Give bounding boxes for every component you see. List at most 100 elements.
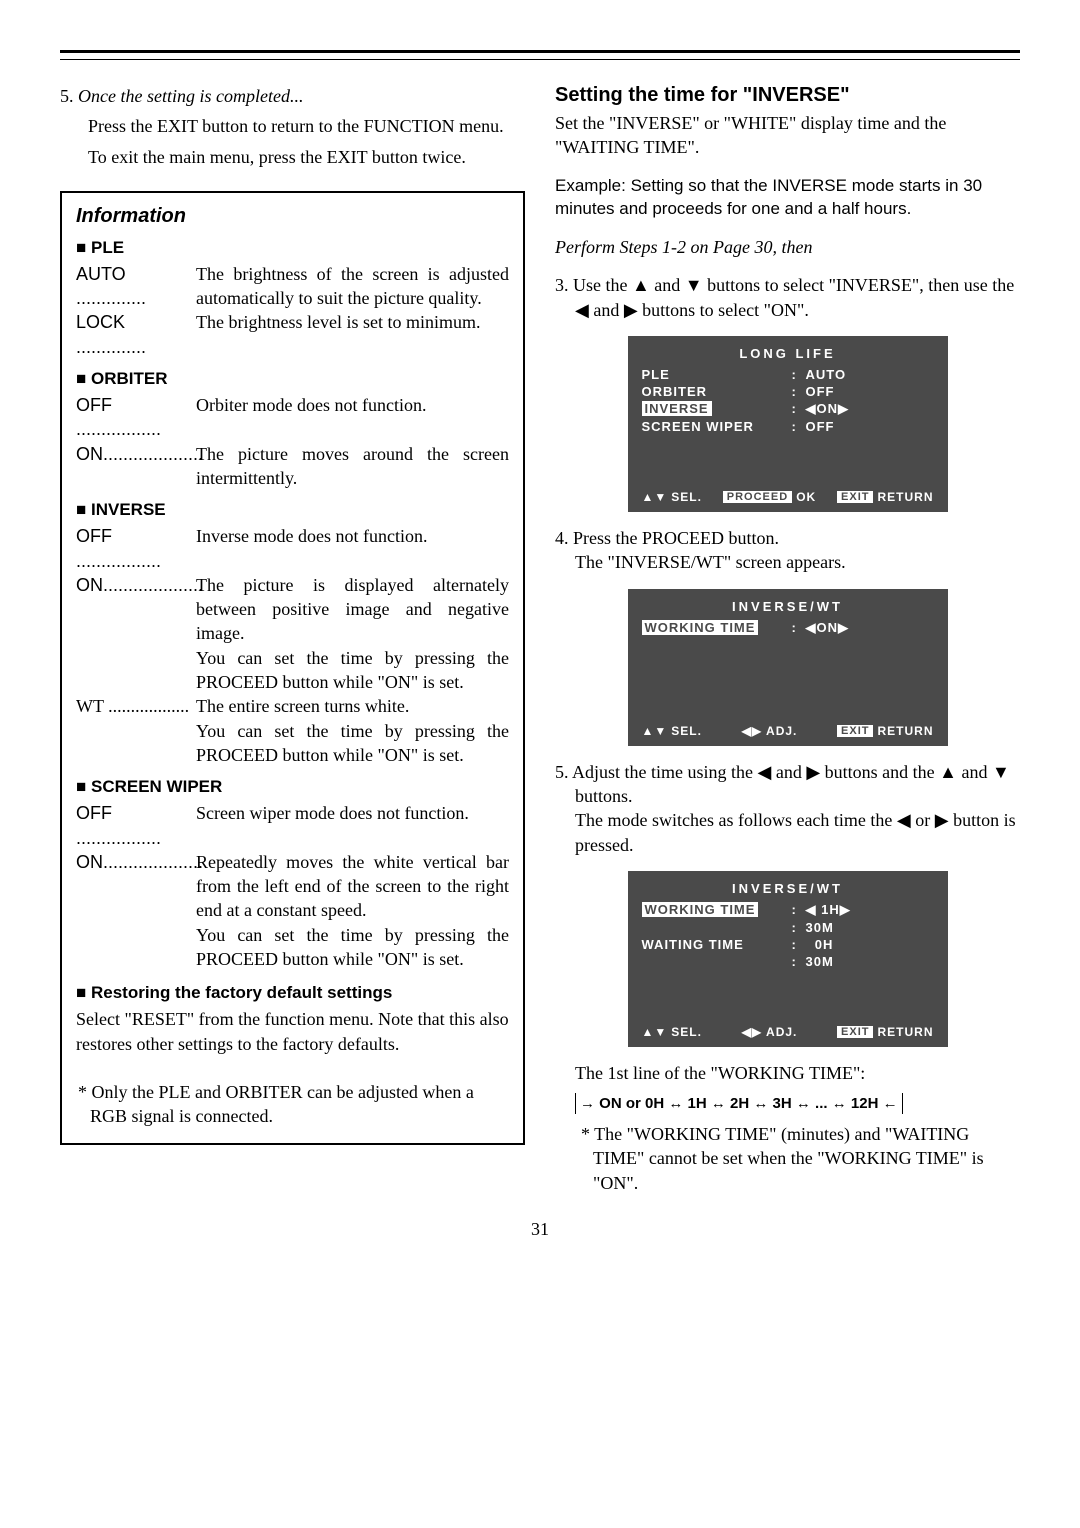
menu-label-highlight: INVERSE bbox=[642, 401, 712, 416]
inverse-off-term-text: OFF bbox=[76, 526, 112, 546]
menu-footer-return: EXITRETURN bbox=[837, 1025, 933, 1039]
dots-icon: .............. bbox=[76, 288, 146, 308]
menu-footer-sel: ▲▼SEL. bbox=[642, 724, 702, 738]
dots-icon: ................. bbox=[76, 828, 161, 848]
section-restore: ■ Restoring the factory default settings bbox=[76, 983, 509, 1003]
menu-label-highlight: WORKING TIME bbox=[642, 620, 759, 635]
menu-label: INVERSE bbox=[642, 401, 792, 417]
menu-value-text: 0H bbox=[815, 937, 834, 952]
restore-desc: Select "RESET" from the function menu. N… bbox=[76, 1007, 509, 1056]
page-number: 31 bbox=[60, 1219, 1020, 1240]
leftright-icon: ◀▶ bbox=[742, 724, 762, 738]
spacer bbox=[555, 259, 1020, 273]
inverse-on-desc-1: The picture is displayed alternately bet… bbox=[196, 575, 509, 644]
menu-row-waitingtime-min: : 30M bbox=[642, 954, 934, 969]
step-3: 3. Use the ▲ and ▼ buttons to select "IN… bbox=[555, 273, 1020, 322]
menu-footer: ▲▼SEL. ◀▶ ADJ. EXITRETURN bbox=[642, 724, 934, 738]
menu-row-workingtime: WORKING TIME : ◀ 1H▶ bbox=[642, 902, 934, 918]
menu-row-screenwiper: SCREEN WIPER : OFF bbox=[642, 419, 934, 434]
step-5-r-line1: 5. Adjust the time using the ◀ and ▶ but… bbox=[555, 760, 1020, 809]
wiper-off-row: OFF ................. Screen wiper mode … bbox=[76, 801, 509, 850]
menu-colon: : bbox=[792, 367, 806, 382]
menu-footer-sel: ▲▼SEL. bbox=[642, 490, 702, 504]
dots-icon: .................... bbox=[103, 852, 203, 872]
menu-value: AUTO bbox=[806, 367, 934, 382]
inverse-on-term-text: ON bbox=[76, 575, 103, 595]
step-5-line2: To exit the main menu, press the EXIT bu… bbox=[60, 145, 525, 169]
orbiter-on-term: ON.................... bbox=[76, 442, 196, 491]
dots-icon: .............. bbox=[76, 337, 146, 357]
spacer bbox=[555, 160, 1020, 174]
menu-colon: : bbox=[792, 401, 806, 417]
menu-footer-return: EXITRETURN bbox=[837, 724, 933, 738]
menu-label: WAITING TIME bbox=[642, 937, 792, 952]
menu-spacer bbox=[642, 638, 934, 716]
info-footnote: * Only the PLE and ORBITER can be adjust… bbox=[76, 1080, 509, 1129]
onscreen-menu-inversewt-1: INVERSE/WT WORKING TIME : ◀ON▶ ▲▼SEL. ◀▶… bbox=[628, 589, 948, 746]
ple-auto-row: AUTO .............. The brightness of th… bbox=[76, 262, 509, 311]
footer-sel-text: SEL. bbox=[671, 1025, 702, 1039]
ple-auto-term: AUTO .............. bbox=[76, 262, 196, 311]
menu-title: LONG LIFE bbox=[642, 346, 934, 361]
leftright-icon: ◀▶ bbox=[742, 1025, 762, 1039]
inverse-wt-term: WT .................. bbox=[76, 694, 196, 767]
information-box: Information ■ PLE AUTO .............. Th… bbox=[60, 191, 525, 1145]
menu-value: 30M bbox=[806, 920, 934, 935]
inverse-wt-desc-1: The entire screen turns white. bbox=[196, 696, 409, 716]
dots-icon: ................. bbox=[76, 551, 161, 571]
wiper-on-desc: Repeatedly moves the white vertical bar … bbox=[196, 850, 509, 971]
menu-colon: : bbox=[792, 954, 806, 969]
menu-label: ORBITER bbox=[642, 384, 792, 399]
wiper-off-term: OFF ................. bbox=[76, 801, 196, 850]
menu-colon: : bbox=[792, 384, 806, 399]
footer-ok-text: OK bbox=[796, 490, 816, 504]
inverse-on-term: ON.................... bbox=[76, 573, 196, 694]
updown-icon: ▲▼ bbox=[642, 724, 668, 738]
mode-cycle-formula: → ON or 0H ↔ 1H ↔ 2H ↔ 3H ↔ ... ↔ 12H ← bbox=[575, 1093, 903, 1114]
menu-footer: ▲▼SEL. PROCEEDOK EXITRETURN bbox=[642, 490, 934, 504]
menu-label-highlight: WORKING TIME bbox=[642, 902, 759, 917]
ple-lock-term-text: LOCK bbox=[76, 312, 125, 332]
menu-footer-return: EXITRETURN bbox=[837, 490, 933, 504]
menu-colon: : bbox=[792, 902, 806, 918]
orbiter-off-desc: Orbiter mode does not function. bbox=[196, 393, 509, 442]
right-example: Example: Setting so that the INVERSE mod… bbox=[555, 174, 1020, 222]
ple-lock-term: LOCK .............. bbox=[76, 310, 196, 359]
wiper-on-row: ON.................... Repeatedly moves … bbox=[76, 850, 509, 971]
menu-value: 30M bbox=[806, 954, 934, 969]
wiper-on-desc-1: Repeatedly moves the white vertical bar … bbox=[196, 852, 509, 921]
footer-adj-text: ADJ. bbox=[766, 1025, 797, 1039]
inverse-off-term: OFF ................. bbox=[76, 524, 196, 573]
formula-wrap: → ON or 0H ↔ 1H ↔ 2H ↔ 3H ↔ ... ↔ 12H ← bbox=[555, 1085, 1020, 1122]
menu-value: 0H bbox=[806, 937, 934, 952]
step-5-line1: Press the EXIT button to return to the F… bbox=[60, 114, 525, 138]
step-5-r-line2: The mode switches as follows each time t… bbox=[555, 808, 1020, 857]
onscreen-menu-longlife: LONG LIFE PLE : AUTO ORBITER : OFF INVER… bbox=[628, 336, 948, 512]
section-orbiter: ■ ORBITER bbox=[76, 369, 509, 389]
dots-icon: ................. bbox=[76, 419, 161, 439]
ple-auto-term-text: AUTO bbox=[76, 264, 126, 284]
menu-value: ◀ 1H▶ bbox=[806, 902, 934, 918]
menu-label: WORKING TIME bbox=[642, 620, 792, 636]
menu-spacer bbox=[642, 436, 934, 482]
right-lead: Set the "INVERSE" or "WHITE" display tim… bbox=[555, 111, 1020, 160]
wiper-off-desc: Screen wiper mode does not function. bbox=[196, 801, 509, 850]
menu-label: WORKING TIME bbox=[642, 902, 792, 918]
dots-icon: .................. bbox=[108, 696, 189, 716]
two-column-layout: 5. Once the setting is completed... Pres… bbox=[60, 84, 1020, 1195]
exit-button-icon: EXIT bbox=[837, 725, 873, 737]
ple-auto-desc: The brightness of the screen is adjusted… bbox=[196, 262, 509, 311]
spacer bbox=[555, 221, 1020, 235]
orbiter-on-row: ON.................... The picture moves… bbox=[76, 442, 509, 491]
menu-row-ple: PLE : AUTO bbox=[642, 367, 934, 382]
page-root: 5. Once the setting is completed... Pres… bbox=[0, 0, 1080, 1260]
menu-colon: : bbox=[792, 419, 806, 434]
wiper-on-term: ON.................... bbox=[76, 850, 196, 971]
menu-row-orbiter: ORBITER : OFF bbox=[642, 384, 934, 399]
menu-row-workingtime-min: : 30M bbox=[642, 920, 934, 935]
right-column: Setting the time for "INVERSE" Set the "… bbox=[555, 84, 1020, 1195]
inverse-on-desc-2: You can set the time by pressing the PRO… bbox=[196, 648, 509, 692]
wiper-on-desc-2: You can set the time by pressing the PRO… bbox=[196, 925, 509, 969]
footer-adj-text: ADJ. bbox=[766, 724, 797, 738]
orbiter-off-row: OFF ................. Orbiter mode does … bbox=[76, 393, 509, 442]
